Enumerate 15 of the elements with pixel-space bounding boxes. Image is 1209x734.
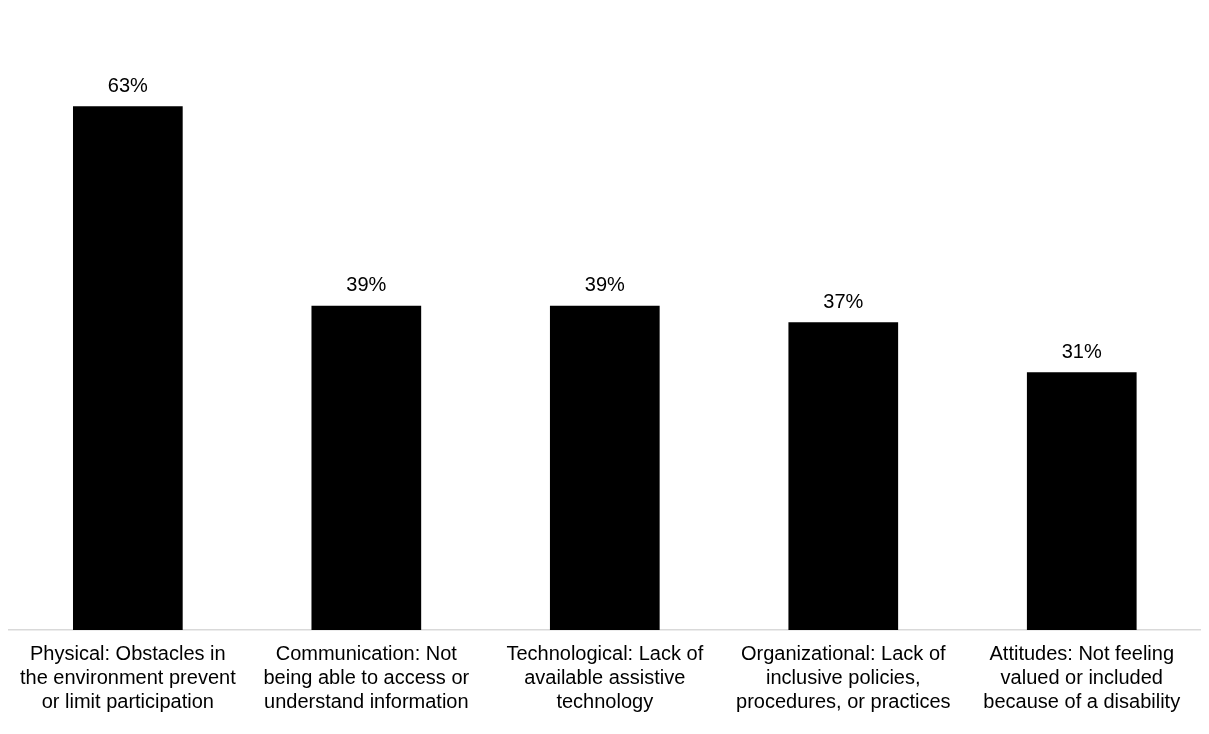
x-tick-label: Attitudes: Not feeling valued or included because of a disability: [983, 641, 1181, 712]
bar: [72, 106, 183, 630]
data-label: 63%: [107, 73, 149, 96]
x-tick-label: Technological: Lack of available assistive technology: [506, 641, 704, 712]
x-tick-label: Organizational: Lack of inclusive policies, procedures, or practices: [736, 641, 951, 712]
x-tick-label: Physical: Obstacles in the environment prevent or limit participation: [20, 641, 237, 712]
data-label: 37%: [823, 289, 864, 312]
data-label: 39%: [584, 273, 626, 296]
data-label: 31%: [1061, 339, 1102, 362]
data-label: 39%: [346, 273, 387, 296]
bar: [1026, 372, 1137, 630]
x-tick-label: Communication: Not being able to access or understand information: [263, 641, 470, 712]
bar: [311, 305, 422, 630]
bar: [549, 305, 660, 630]
bar: [788, 322, 899, 630]
